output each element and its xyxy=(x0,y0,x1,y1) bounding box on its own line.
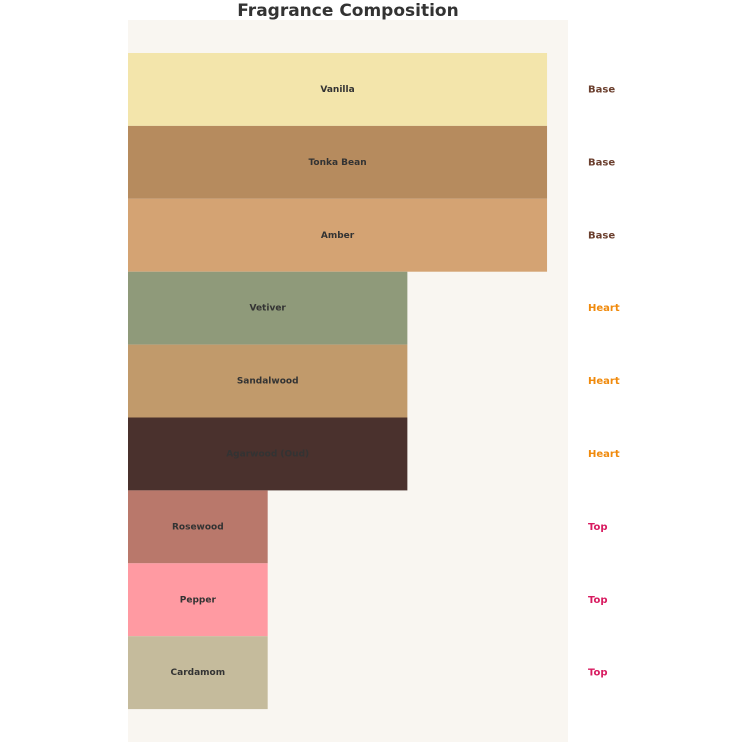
bar xyxy=(128,636,268,710)
bar-label: Vetiver xyxy=(249,304,286,314)
bar xyxy=(128,490,268,564)
bar-label: Rosewood xyxy=(172,522,224,532)
bar xyxy=(128,563,268,637)
group-label: Base xyxy=(588,84,615,95)
bar xyxy=(128,271,408,345)
group-label: Heart xyxy=(588,376,620,387)
group-label: Top xyxy=(588,595,608,606)
bar-label: Amber xyxy=(321,231,355,241)
bar xyxy=(128,344,408,418)
bar-label: Cardamom xyxy=(171,668,226,678)
bar xyxy=(128,198,548,272)
bar xyxy=(128,53,548,126)
bar-label: Tonka Bean xyxy=(308,158,366,168)
bar-label: Pepper xyxy=(180,595,217,605)
group-label: Top xyxy=(588,522,608,533)
chart-title: Fragrance Composition xyxy=(237,1,458,21)
bar xyxy=(128,417,408,491)
bar-label: Vanilla xyxy=(320,85,354,95)
group-label: Top xyxy=(588,668,608,679)
bar-label: Sandalwood xyxy=(237,377,299,387)
group-label: Heart xyxy=(588,303,620,314)
bar xyxy=(128,125,548,199)
group-label: Base xyxy=(588,230,615,241)
bar-label: Agarwood (Oud) xyxy=(226,449,309,459)
group-label: Base xyxy=(588,157,615,168)
group-label: Heart xyxy=(588,449,620,460)
